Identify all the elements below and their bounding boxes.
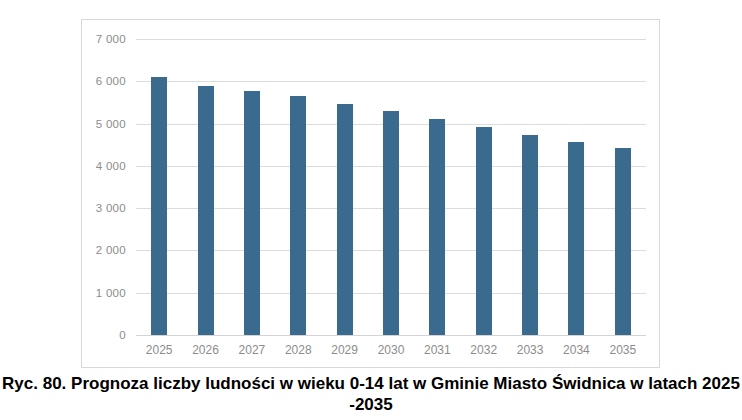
y-gridline [136,81,646,82]
bar-2034 [568,142,584,335]
y-tick-label: 4 000 [82,160,126,172]
y-tick-label: 3 000 [82,202,126,214]
y-tick-label: 2 000 [82,244,126,256]
x-tick-label: 2030 [378,343,405,357]
y-tick-label: 7 000 [82,33,126,45]
figure-page: 0 1 000 2 000 3 000 4 000 5 000 6 000 7 000 2025… [0,0,742,420]
x-tick-label: 2033 [517,343,544,357]
bar-2029 [337,104,353,335]
bar-2026 [198,86,214,335]
x-tick-label: 2034 [563,343,590,357]
x-tick-label: 2032 [470,343,497,357]
bar-2025 [151,77,167,335]
y-tick-label: 5 000 [82,118,126,130]
bar-2033 [522,135,538,335]
bar-2031 [429,119,445,335]
x-tick-label: 2029 [331,343,358,357]
x-tick-label: 2027 [239,343,266,357]
y-tick-label: 0 [82,329,126,341]
y-gridline [136,39,646,40]
bar-2030 [383,111,399,335]
x-tick-label: 2035 [609,343,636,357]
bar-2028 [290,96,306,335]
y-tick-label: 1 000 [82,287,126,299]
x-tick-label: 2026 [192,343,219,357]
x-tick-label: 2028 [285,343,312,357]
caption-line-1: Ryc. 80. Prognoza liczby ludności w wiek… [2,374,740,393]
x-tick-label: 2025 [146,343,173,357]
chart-frame: 0 1 000 2 000 3 000 4 000 5 000 6 000 7 000 2025… [81,19,660,368]
bar-2032 [476,127,492,335]
plot-area: 0 1 000 2 000 3 000 4 000 5 000 6 000 7 000 2025… [82,20,659,367]
bar-2035 [615,148,631,335]
caption-line-2: -2035 [349,395,392,414]
figure-caption: Ryc. 80. Prognoza liczby ludności w wiek… [0,373,742,415]
y-tick-label: 6 000 [82,75,126,87]
x-tick-label: 2031 [424,343,451,357]
bar-2027 [244,91,260,335]
y-gridline [136,335,646,336]
